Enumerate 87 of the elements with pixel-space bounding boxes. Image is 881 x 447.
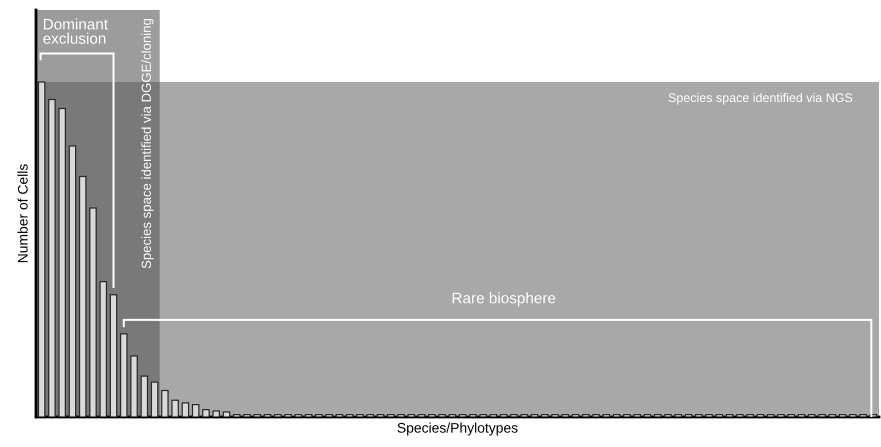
bar	[530, 414, 538, 417]
bar	[623, 414, 631, 417]
text: Dominant exclusion	[43, 18, 108, 44]
bar	[428, 414, 436, 417]
bar	[818, 414, 826, 417]
bar	[520, 414, 528, 417]
bar	[325, 414, 333, 417]
bar	[232, 414, 241, 417]
bar	[294, 414, 302, 417]
annotation: Species space identified via DGGE/cloning	[141, 18, 154, 268]
bar	[500, 414, 508, 417]
bar	[726, 414, 734, 417]
bar	[99, 281, 108, 417]
bar	[746, 414, 754, 417]
bar	[192, 404, 200, 417]
bar	[212, 410, 220, 417]
bar	[756, 414, 764, 417]
bar	[612, 414, 620, 417]
bar	[130, 355, 138, 417]
bar	[540, 414, 549, 417]
x-axis-title: Species/Phylotypes	[398, 422, 518, 436]
bar	[386, 414, 395, 417]
bar	[253, 414, 262, 417]
bar	[336, 414, 344, 417]
bar	[407, 414, 416, 417]
bar	[562, 414, 570, 417]
bar	[274, 414, 282, 417]
bar	[397, 414, 405, 417]
bar	[346, 414, 354, 417]
bar	[664, 414, 672, 417]
bar	[787, 414, 796, 417]
bar	[633, 414, 641, 417]
bar	[202, 409, 210, 417]
bar	[68, 145, 76, 417]
bar	[705, 414, 713, 417]
annotation: Rare biosphere	[452, 292, 556, 306]
bar	[366, 414, 374, 417]
bar	[736, 414, 744, 417]
bar	[140, 376, 148, 417]
bar	[418, 414, 426, 417]
bar	[479, 414, 487, 417]
bar	[766, 414, 774, 417]
bar	[808, 414, 816, 417]
bar	[243, 414, 251, 417]
bar	[48, 98, 56, 417]
bar	[510, 414, 518, 417]
bar	[284, 414, 292, 417]
bar	[572, 414, 580, 417]
bar	[458, 414, 466, 417]
bar	[161, 390, 169, 417]
bar	[582, 414, 590, 417]
bar	[89, 207, 97, 417]
bar	[798, 414, 806, 417]
bar	[490, 414, 498, 417]
bar	[716, 414, 724, 417]
bar	[58, 108, 66, 417]
bar	[356, 414, 364, 417]
bar	[551, 414, 559, 417]
bar	[182, 402, 190, 417]
bar	[592, 414, 600, 417]
bar	[849, 414, 857, 417]
bar	[222, 411, 230, 417]
band-label: Species space identified via NGS	[668, 92, 852, 105]
bar	[376, 414, 384, 417]
bar	[304, 414, 312, 417]
bar	[38, 81, 46, 417]
bar	[654, 414, 662, 417]
bar	[171, 400, 179, 417]
bar	[469, 414, 477, 417]
bar	[602, 414, 610, 417]
bar	[777, 414, 785, 417]
y-axis-title: Number of Cells	[17, 164, 28, 262]
bar	[828, 414, 836, 417]
bar	[448, 414, 456, 417]
bar	[78, 176, 87, 417]
bar	[264, 414, 272, 417]
bar	[674, 414, 682, 417]
bar	[120, 333, 128, 417]
bar	[838, 414, 846, 417]
bar	[859, 414, 867, 417]
bar	[438, 414, 446, 417]
bar	[684, 414, 692, 417]
bar	[110, 294, 118, 417]
bar	[694, 414, 703, 417]
bar	[150, 382, 158, 417]
bar	[315, 414, 323, 417]
bar	[644, 414, 652, 417]
